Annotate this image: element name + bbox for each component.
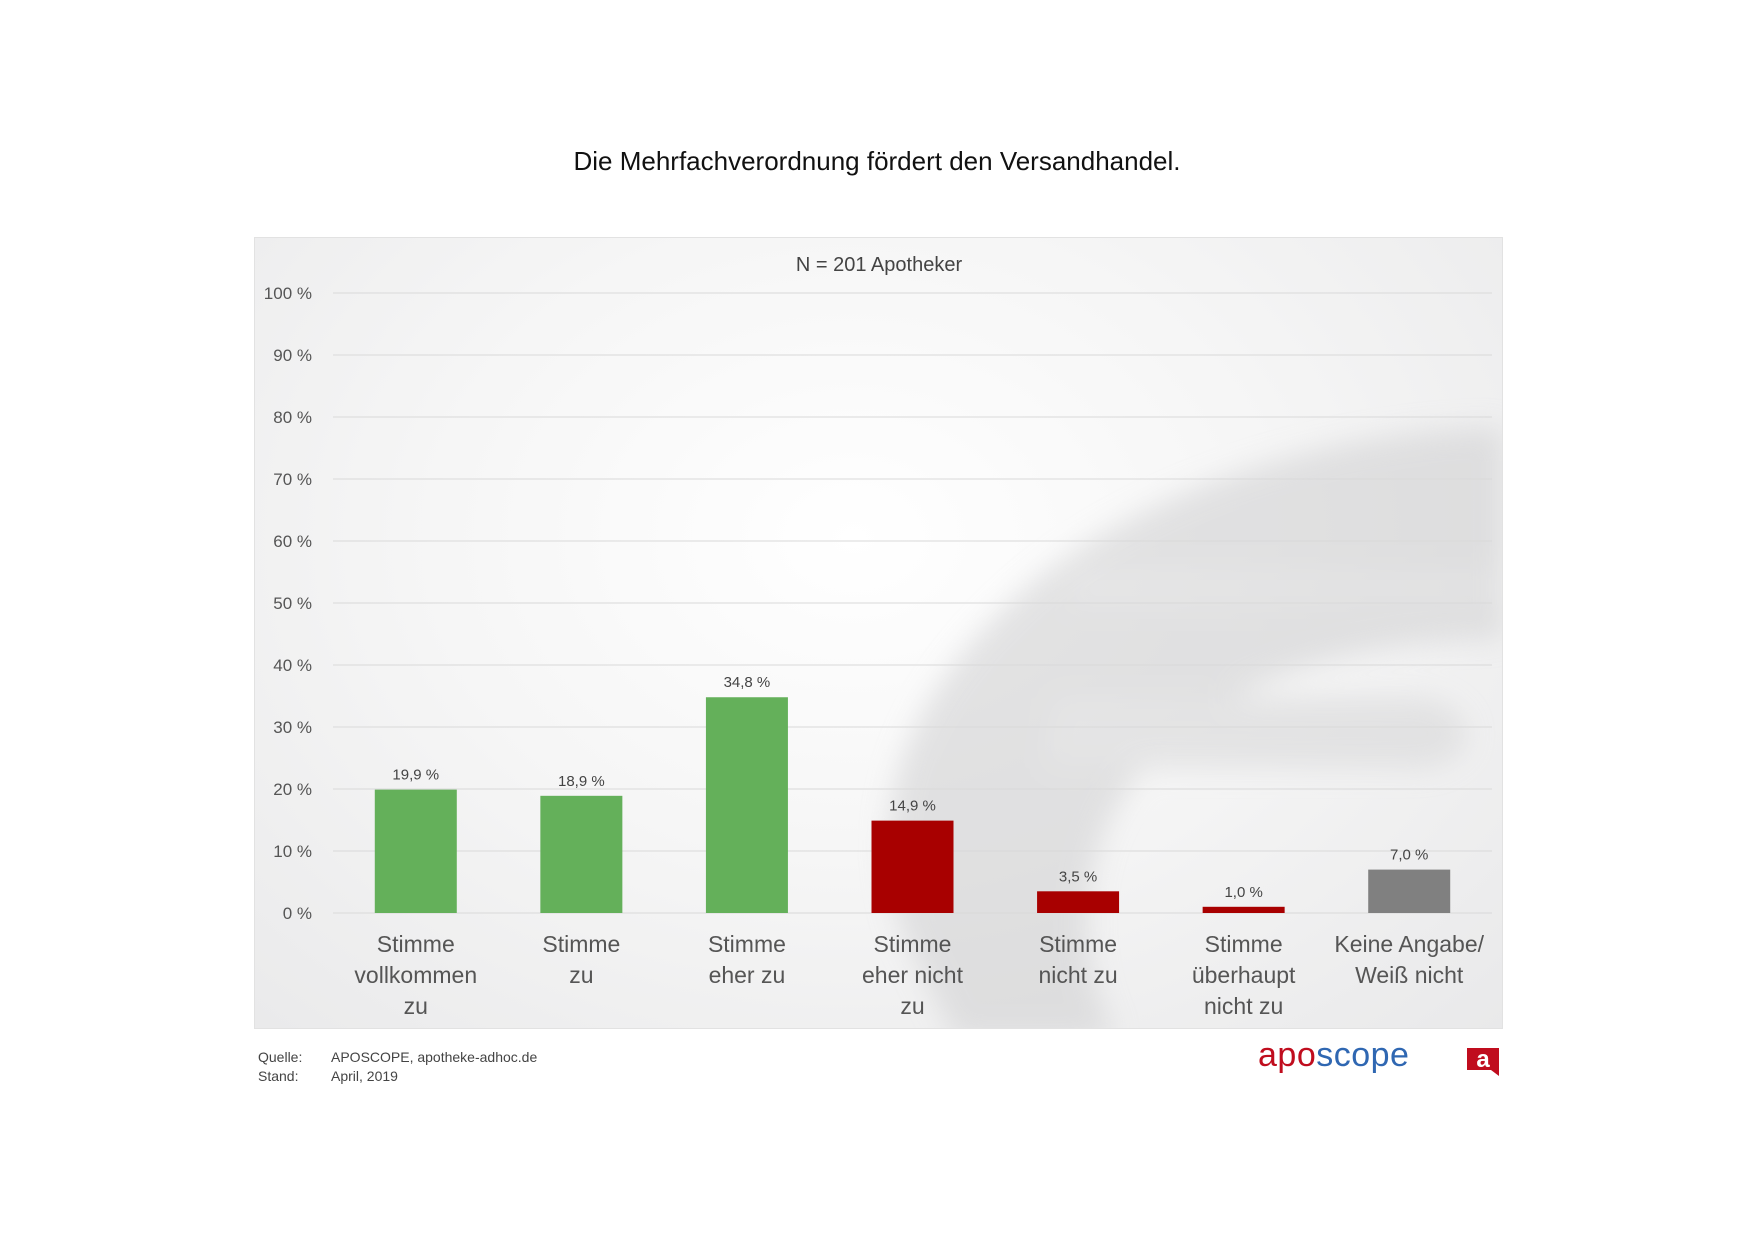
- aposcope-logo-mark-icon: a: [1467, 1046, 1499, 1076]
- y-tick-label: 0 %: [283, 904, 312, 923]
- y-tick-label: 40 %: [273, 656, 312, 675]
- y-tick-label: 60 %: [273, 532, 312, 551]
- y-tick-label: 90 %: [273, 346, 312, 365]
- data-label: 1,0 %: [1224, 884, 1262, 901]
- bar: [1202, 906, 1285, 913]
- y-tick-label: 50 %: [273, 594, 312, 613]
- x-tick-label: Stimme: [377, 931, 455, 957]
- data-label: 18,9 %: [558, 773, 605, 790]
- bar: [540, 795, 623, 913]
- bar: [1368, 869, 1451, 913]
- source-label: Quelle:: [258, 1049, 303, 1065]
- euro-watermark-icon: [888, 428, 1502, 1028]
- bar: [705, 697, 788, 913]
- data-label: 3,5 %: [1059, 868, 1097, 885]
- logo-text-scope: scope: [1316, 1036, 1410, 1074]
- x-tick-label: nicht zu: [1204, 993, 1283, 1019]
- x-tick-label: nicht zu: [1038, 962, 1117, 988]
- y-tick-label: 10 %: [273, 842, 312, 861]
- x-tick-label: eher nicht: [862, 962, 964, 988]
- x-tick-label: vollkommen: [354, 962, 477, 988]
- bar: [374, 789, 457, 913]
- source-value: APOSCOPE, apotheke-adhoc.de: [331, 1049, 538, 1065]
- page-title: Die Mehrfachverordnung fördert den Versa…: [573, 146, 1181, 176]
- date-label: Stand:: [258, 1068, 299, 1084]
- x-tick-label: Stimme: [874, 931, 952, 957]
- x-tick-label: zu: [569, 962, 593, 988]
- data-label: 34,8 %: [724, 674, 771, 691]
- data-label: 19,9 %: [392, 767, 439, 784]
- bar: [1037, 891, 1120, 913]
- y-tick-label: 30 %: [273, 718, 312, 737]
- y-tick-label: 100 %: [264, 284, 312, 303]
- date-value: April, 2019: [331, 1068, 398, 1084]
- x-tick-label: Stimme: [542, 931, 620, 957]
- x-tick-label: Stimme: [1039, 931, 1117, 957]
- y-tick-label: 70 %: [273, 470, 312, 489]
- x-tick-label: eher zu: [709, 962, 786, 988]
- x-tick-label: Stimme: [708, 931, 786, 957]
- bar-chart: 0 % 10 % 20 % 30 % 40 % 50 % 60 % 70 % 80 % 90 % 1…: [264, 254, 1502, 1028]
- bar: [871, 820, 954, 913]
- x-tick-label: Weiß nicht: [1355, 962, 1464, 988]
- data-label: 7,0 %: [1390, 847, 1428, 864]
- x-tick-label: Keine Angabe/: [1334, 931, 1484, 957]
- x-tick-label: zu: [404, 993, 428, 1019]
- y-tick-label: 80 %: [273, 408, 312, 427]
- data-label: 14,9 %: [889, 798, 936, 815]
- logo-text-apo: apo: [1258, 1036, 1317, 1074]
- chart-panel: 0 % 10 % 20 % 30 % 40 % 50 % 60 % 70 % 80 % 90 % 1…: [254, 237, 1503, 1029]
- x-tick-label: überhaupt: [1192, 962, 1296, 988]
- chart-subtitle: N = 201 Apotheker: [796, 254, 963, 276]
- y-tick-label: 20 %: [273, 780, 312, 799]
- svg-text:a: a: [1476, 1046, 1490, 1073]
- x-tick-label: Stimme: [1205, 931, 1283, 957]
- x-tick-label: zu: [900, 993, 924, 1019]
- aposcope-logo-text: aposcope: [1258, 1036, 1409, 1075]
